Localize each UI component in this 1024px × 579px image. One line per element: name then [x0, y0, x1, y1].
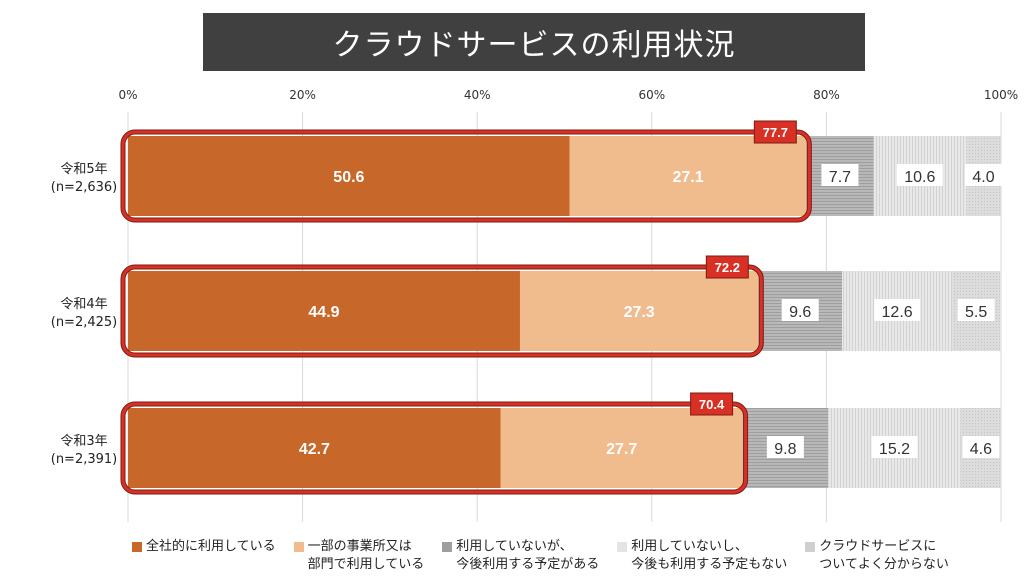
- data-label-bg: [781, 299, 819, 321]
- data-label-bg: [962, 436, 1000, 458]
- total-badge-label: 72.2: [715, 260, 740, 275]
- x-tick-label: 40%: [464, 88, 491, 102]
- data-label-bg: [874, 299, 921, 321]
- data-label: 4.6: [970, 441, 992, 458]
- data-label-bg: [821, 164, 859, 186]
- legend-item: 一部の事業所又は 部門で利用している: [293, 538, 425, 576]
- legend-swatch: [805, 542, 816, 552]
- data-label-bg: [871, 436, 918, 458]
- legend-item: 全社的に利用している: [132, 538, 276, 576]
- bar-segment: [128, 408, 501, 488]
- data-label: 9.6: [789, 304, 811, 321]
- legend-label: クラウドサービスに ついてよく分からない: [819, 539, 949, 572]
- legend-label: 一部の事業所又は 部門で利用している: [307, 539, 425, 572]
- highlight-outline: [121, 265, 763, 357]
- category-label: 令和5年: [60, 162, 107, 177]
- data-label: 5.5: [965, 304, 987, 321]
- data-label: 27.1: [672, 169, 703, 186]
- x-tick-label: 100%: [984, 88, 1018, 102]
- bar-segment: [128, 136, 570, 216]
- data-label: 27.7: [606, 441, 637, 458]
- legend-item: 利用していないし、 今後も利用する予定もない: [617, 538, 787, 576]
- highlight-outline: [121, 130, 811, 222]
- bar-segment: [519, 271, 759, 351]
- data-label: 42.7: [299, 441, 330, 458]
- data-label-bg: [896, 164, 943, 186]
- total-badge: [690, 392, 734, 416]
- data-label: 50.6: [333, 169, 364, 186]
- data-label-bg: [965, 164, 1003, 186]
- chart-title-box: クラウドサービスの利用状況: [203, 13, 865, 71]
- data-label-bg: [766, 436, 804, 458]
- legend-swatch: [617, 542, 628, 552]
- legend: 全社的に利用している 一部の事業所又は 部門で利用している 利用していないが、 今後…: [132, 538, 1012, 576]
- legend-label: 利用していないが、 今後利用する予定がある: [456, 539, 600, 572]
- data-label: 12.6: [882, 304, 913, 321]
- legend-swatch: [442, 542, 453, 552]
- legend-label: 全社的に利用している: [146, 539, 276, 554]
- x-tick-label: 60%: [638, 88, 665, 102]
- chart-title: クラウドサービスの利用状況: [332, 28, 736, 63]
- total-badge: [705, 255, 749, 279]
- legend-item: クラウドサービスに ついてよく分からない: [805, 538, 949, 576]
- category-n-label: (n=2,391): [51, 452, 118, 467]
- total-badge-label: 77.7: [763, 125, 788, 140]
- category-label: 令和4年: [60, 297, 107, 312]
- legend-label: 利用していないし、 今後も利用する予定もない: [631, 539, 788, 572]
- legend-swatch: [293, 542, 304, 552]
- data-label: 44.9: [308, 304, 339, 321]
- total-badge: [753, 120, 797, 144]
- bar-segment: [500, 408, 743, 488]
- category-n-label: (n=2,425): [51, 315, 118, 330]
- data-label: 4.0: [972, 169, 994, 186]
- highlight-outline: [121, 402, 748, 494]
- total-badge-label: 70.4: [699, 397, 725, 412]
- category-label: 令和3年: [60, 434, 107, 449]
- category-n-label: (n=2,636): [51, 180, 118, 195]
- legend-item: 利用していないが、 今後利用する予定がある: [442, 538, 599, 576]
- x-tick-label: 0%: [118, 88, 137, 102]
- legend-swatch: [132, 542, 142, 552]
- x-tick-label: 80%: [813, 88, 840, 102]
- bar-segment: [128, 271, 520, 351]
- bar-segment: [569, 136, 807, 216]
- data-label: 27.3: [624, 304, 655, 321]
- data-label: 9.8: [774, 441, 796, 458]
- data-label: 10.6: [904, 169, 935, 186]
- x-tick-label: 20%: [289, 88, 316, 102]
- data-label-bg: [957, 299, 995, 321]
- data-label: 15.2: [879, 441, 910, 458]
- data-label: 7.7: [829, 169, 851, 186]
